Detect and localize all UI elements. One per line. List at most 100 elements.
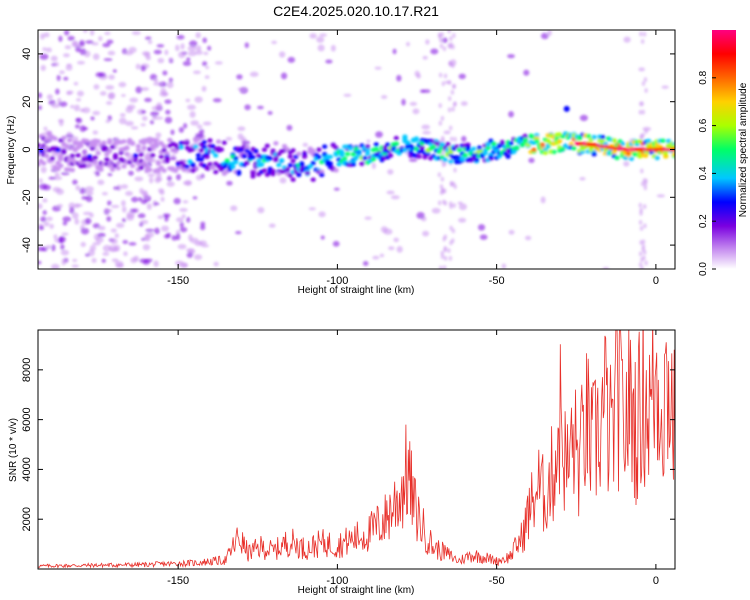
heatmap-cell — [141, 160, 147, 166]
heatmap-cell — [42, 210, 47, 215]
heatmap-cell — [42, 47, 47, 51]
heatmap-cell — [448, 255, 453, 261]
colorbar-gradient — [712, 30, 736, 269]
heatmap-cell — [38, 225, 45, 231]
heatmap-cell — [430, 48, 439, 55]
heatmap-cell — [86, 162, 93, 168]
heatmap-cell — [457, 201, 463, 205]
heatmap-cell — [145, 55, 151, 61]
heatmap-cell — [639, 207, 643, 213]
snr-x-label: Height of straight line (km) — [298, 585, 415, 596]
heatmap-cell — [438, 103, 443, 109]
heatmap-cell — [362, 261, 369, 266]
heatmap-cell — [591, 152, 597, 157]
heatmap-cell — [106, 39, 114, 44]
heatmap-cell — [187, 50, 197, 57]
heatmap-cell — [147, 173, 155, 178]
heatmap-cell — [124, 151, 130, 157]
heatmap-cell — [83, 30, 88, 33]
heatmap-cell — [396, 245, 403, 253]
heatmap-cell — [107, 172, 113, 177]
x-tick-label: -50 — [489, 275, 505, 287]
heatmap-cell — [140, 87, 150, 91]
heatmap-cell — [89, 146, 96, 151]
heatmap-cell — [70, 136, 79, 142]
heatmap-cell — [488, 155, 494, 160]
heatmap-cell — [172, 168, 179, 173]
snr-x-axis: -150 -100 -50 0 — [167, 330, 659, 587]
heatmap-cell — [656, 194, 666, 198]
heatmap-cell — [104, 31, 111, 36]
heatmap-cell — [55, 160, 61, 166]
heatmap-cell — [99, 91, 107, 96]
heatmap-cell — [343, 93, 352, 97]
heatmap-cell — [453, 136, 457, 142]
y-tick-label: 6000 — [21, 407, 33, 431]
heatmap-cell — [660, 138, 666, 143]
heatmap-cell — [111, 258, 119, 263]
heatmap-cell — [149, 158, 157, 163]
heatmap-cell — [78, 143, 84, 148]
heatmap-cell — [184, 180, 192, 186]
heatmap-cell — [43, 153, 50, 158]
heatmap-cell — [380, 95, 388, 99]
heatmap-cell — [244, 145, 250, 150]
heatmap-cell — [458, 217, 467, 223]
heatmap-cell — [60, 249, 70, 256]
heatmap-cell — [287, 163, 293, 168]
heatmap-cell — [40, 64, 46, 72]
heatmap-cell — [104, 152, 110, 157]
heatmap-cell — [448, 36, 453, 42]
heatmap-cell — [178, 126, 185, 133]
heatmap-cell — [319, 172, 325, 178]
y-tick-label: 4000 — [21, 457, 33, 481]
heatmap-cell — [106, 216, 112, 222]
heatmap-cell — [422, 55, 428, 60]
heatmap-cell — [119, 113, 126, 117]
heatmap-cell — [102, 244, 112, 252]
heatmap-cell — [309, 33, 317, 39]
heatmap-cell — [440, 115, 445, 121]
heatmap-cell — [195, 32, 201, 39]
heatmap-cell — [156, 44, 165, 48]
colorbar-tick-label: 0.8 — [698, 70, 709, 84]
heatmap-cell — [379, 253, 385, 258]
heatmap-cell — [531, 147, 537, 153]
heatmap-cell — [118, 81, 127, 88]
heatmap-cell — [129, 140, 136, 146]
heatmap-cell — [508, 141, 514, 146]
heatmap-cell — [286, 124, 293, 131]
heatmap-cell — [416, 154, 422, 159]
heatmap-cell — [72, 179, 78, 185]
heatmap-cell — [92, 53, 100, 61]
colorbar-tick-label: 0.6 — [698, 118, 709, 132]
heatmap-cell — [437, 32, 442, 38]
heatmap-cell — [51, 263, 60, 269]
heatmap-cell — [447, 107, 452, 113]
heatmap-cell — [230, 165, 236, 170]
heatmap-cell — [502, 151, 508, 156]
heatmap-cell — [164, 156, 170, 161]
heatmap-cell — [91, 42, 99, 46]
heatmap-cell — [187, 159, 193, 164]
heatmap-cell — [92, 223, 101, 229]
heatmap-cell — [81, 163, 87, 168]
heatmap-cell — [92, 110, 101, 116]
heatmap-cell — [186, 216, 191, 223]
heatmap-cell — [92, 242, 101, 246]
heatmap-cell — [585, 133, 591, 139]
heatmap-cell — [184, 140, 190, 145]
heatmap-cell — [226, 180, 233, 186]
heatmap-cell — [641, 109, 646, 115]
heatmap-cell — [46, 94, 53, 100]
heatmap-cell — [66, 131, 72, 136]
heatmap-cell — [459, 156, 465, 162]
heatmap-cell — [280, 72, 288, 80]
heatmap-cell — [58, 157, 64, 162]
heatmap-cell — [79, 40, 85, 47]
heatmap-cell — [118, 117, 127, 125]
heatmap-cell — [137, 197, 143, 202]
heatmap-cell — [638, 101, 643, 107]
heatmap-cell — [161, 147, 167, 153]
heatmap-cell — [149, 176, 154, 184]
